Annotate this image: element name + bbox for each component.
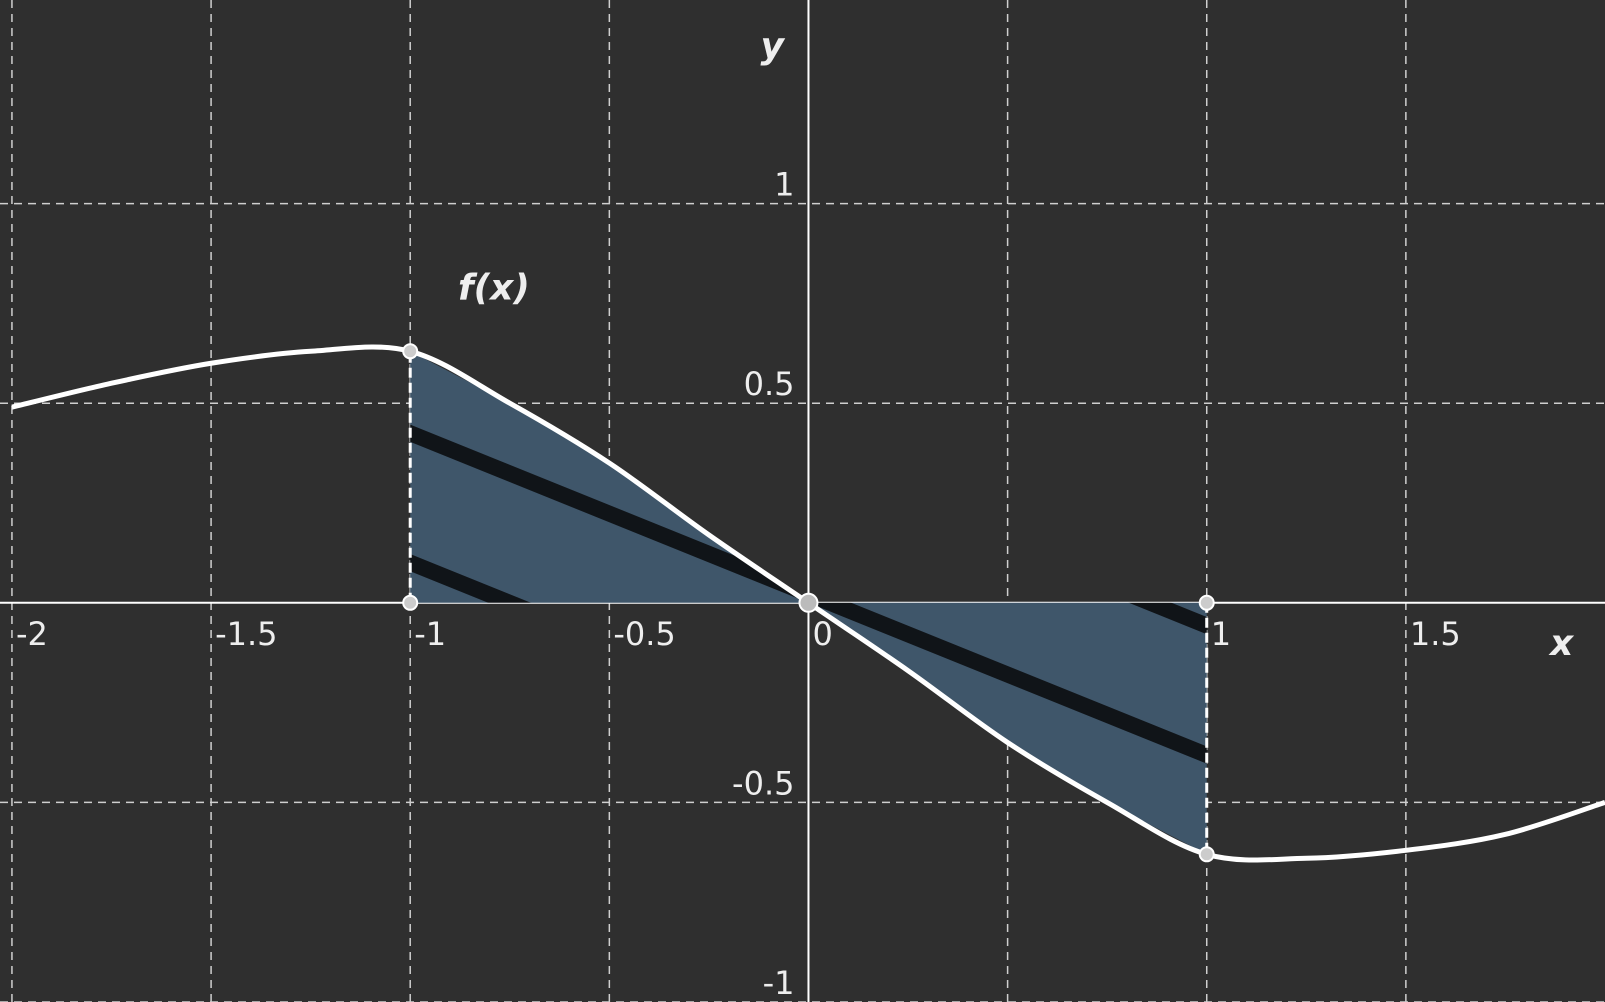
x-tick-label: 1.5 (1410, 615, 1461, 653)
curve-point (403, 344, 417, 358)
axis-point (1200, 596, 1214, 610)
y-axis-label: y (760, 26, 785, 67)
y-tick-label: -0.5 (732, 764, 794, 802)
x-tick-label: -2 (16, 615, 48, 653)
x-tick-label: 0 (812, 615, 832, 653)
y-tick-label: 0.5 (744, 365, 795, 403)
axis-point (403, 596, 417, 610)
y-tick-label: -1 (763, 964, 795, 1002)
x-tick-label: -1 (414, 615, 446, 653)
chart: -2-1.5-1-0.500.511.5-1-0.50.51 y x f(x) (0, 0, 1605, 1002)
x-tick-label: -0.5 (613, 615, 675, 653)
x-axis-label: x (1548, 623, 1575, 664)
curve-point (799, 594, 817, 612)
page: {"chart_data": {"type": "line", "x_label… (0, 0, 1605, 1002)
x-tick-label: -1.5 (215, 615, 277, 653)
x-tick-label: 1 (1211, 615, 1231, 653)
function-label: f(x) (458, 267, 530, 308)
y-tick-label: 1 (774, 166, 794, 204)
curve-point (1200, 847, 1214, 861)
